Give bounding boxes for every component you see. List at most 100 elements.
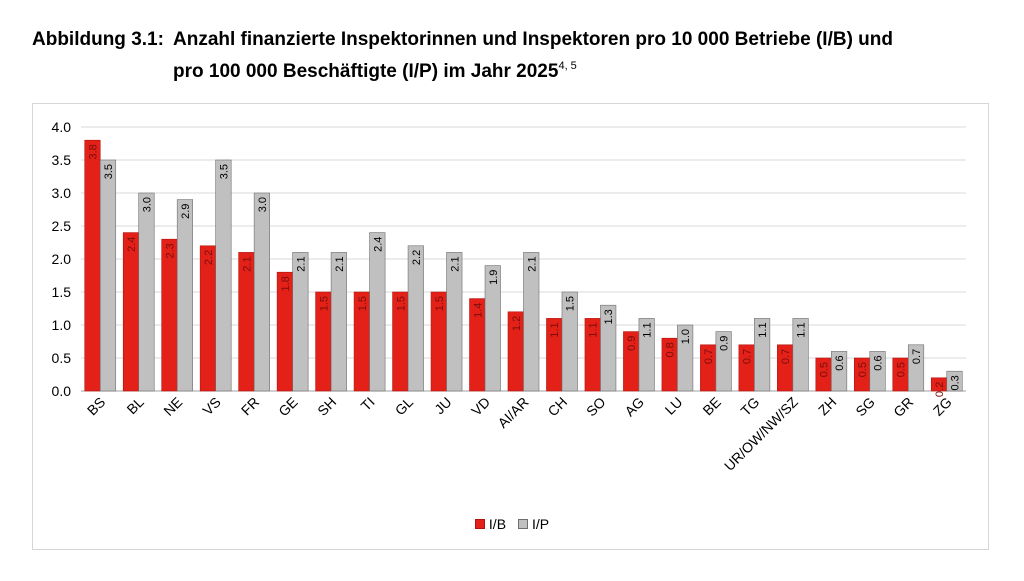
- x-tick-label: SO: [583, 394, 609, 420]
- x-tick-label: AI/AR: [494, 394, 531, 431]
- bar-ip: [523, 252, 540, 392]
- bar-ip: [215, 159, 232, 392]
- bar-ip: [907, 344, 925, 392]
- data-label-ib: 0.5: [857, 362, 869, 377]
- data-label-ip: 0.7: [911, 349, 923, 364]
- title-line-2-text: pro 100 000 Beschäftigte (I/P) im Jahr 2…: [173, 61, 559, 82]
- x-tick-label: BE: [699, 394, 724, 419]
- bar-ip: [176, 199, 193, 392]
- data-label-ip: 3.5: [103, 164, 115, 179]
- bar-ip: [484, 265, 501, 392]
- data-label-ip: 2.1: [295, 256, 307, 271]
- data-label-ib: 0.7: [703, 349, 715, 364]
- data-label-ip: 2.2: [411, 250, 423, 265]
- bar-ip: [946, 370, 963, 392]
- data-label-ib: 0.2: [934, 382, 946, 397]
- legend-label-ip: I/P: [531, 516, 550, 532]
- x-tick-label: FR: [238, 394, 263, 419]
- bar-ip: [831, 351, 848, 392]
- x-tick-label: SH: [314, 394, 339, 419]
- bar-ip: [561, 291, 578, 392]
- bar-ip: [369, 232, 386, 392]
- data-label-ip: 0.6: [873, 355, 885, 370]
- bar-ip: [869, 351, 886, 392]
- x-tick-label: VS: [199, 394, 224, 419]
- data-label-ib: 0.7: [742, 349, 754, 364]
- bar-ib: [199, 245, 216, 392]
- y-tick-label: 2.5: [52, 218, 72, 234]
- y-tick-label: 4.0: [52, 119, 72, 135]
- data-label-ib: 1.1: [588, 322, 600, 337]
- data-label-ib: 1.1: [549, 322, 561, 337]
- data-label-ip: 1.1: [757, 322, 769, 337]
- data-label-ib: 0.8: [665, 342, 677, 357]
- data-label-ib: 0.5: [819, 362, 831, 377]
- x-tick-label: GR: [890, 394, 916, 420]
- chart-frame: [32, 103, 989, 550]
- data-label-ib: 1.2: [511, 316, 523, 331]
- legend-item-ip: I/P: [517, 516, 550, 532]
- bar-ib: [238, 252, 255, 392]
- bar-ip: [253, 192, 270, 392]
- legend-item-ib: I/B: [474, 516, 507, 532]
- y-tick-label: 0.0: [52, 383, 72, 399]
- data-label-ib: 0.5: [896, 362, 908, 377]
- data-label-ip: 0.3: [950, 375, 962, 390]
- data-label-ip: 0.6: [834, 355, 846, 370]
- x-tick-label: BL: [123, 394, 147, 418]
- bar-ip: [330, 252, 347, 392]
- data-label-ip: 2.1: [526, 256, 538, 271]
- data-label-ip: 1.1: [642, 322, 654, 337]
- bar-ip: [754, 318, 771, 392]
- bar-ip: [715, 331, 732, 392]
- data-label-ib: 0.7: [780, 349, 792, 364]
- bar-ip: [446, 252, 463, 392]
- bar-ip: [99, 159, 117, 392]
- data-label-ip: 2.1: [449, 256, 461, 271]
- bar-ip: [600, 304, 617, 392]
- data-label-ib: 1.5: [434, 296, 446, 311]
- y-tick-label: 3.0: [52, 185, 72, 201]
- x-tick-label: TI: [358, 394, 378, 414]
- y-tick-label: 2.0: [52, 251, 72, 267]
- bar-ib: [161, 238, 178, 392]
- title-line-1: Anzahl finanzierte Inspektorinnen und In…: [173, 29, 893, 50]
- x-tick-label: SG: [852, 394, 878, 420]
- data-label-ip: 1.3: [603, 309, 615, 324]
- x-tick-label: VD: [468, 394, 493, 419]
- bar-ip: [292, 252, 309, 392]
- y-tick-label: 3.5: [52, 152, 72, 168]
- x-tick-label: AG: [621, 394, 647, 420]
- x-tick-label: LU: [662, 394, 686, 418]
- data-label-ip: 1.5: [565, 296, 577, 311]
- data-label-ib: 1.5: [318, 296, 330, 311]
- data-label-ib: 3.8: [87, 144, 99, 159]
- x-tick-label: GL: [392, 394, 417, 419]
- figure-label: Abbildung 3.1:: [32, 29, 164, 50]
- x-tick-label: TG: [737, 394, 762, 419]
- data-label-ip: 3.0: [257, 197, 269, 212]
- data-label-ip: 2.9: [180, 204, 192, 219]
- x-tick-label: GE: [275, 394, 301, 420]
- data-label-ib: 1.5: [395, 296, 407, 311]
- legend: I/B I/P: [0, 516, 1024, 532]
- legend-label-ib: I/B: [488, 516, 507, 532]
- data-label-ip: 3.0: [141, 197, 153, 212]
- title-line-2: pro 100 000 Beschäftigte (I/P) im Jahr 2…: [173, 53, 577, 85]
- legend-swatch-ib: [474, 519, 485, 529]
- data-label-ip: 3.5: [218, 164, 230, 179]
- legend-swatch-ip: [517, 519, 528, 529]
- bar-ib: [84, 139, 101, 392]
- data-label-ib: 2.2: [203, 250, 215, 265]
- y-tick-label: 0.5: [52, 350, 72, 366]
- data-label-ip: 1.1: [796, 322, 808, 337]
- bar-ip: [638, 318, 655, 392]
- data-label-ip: 0.9: [719, 336, 731, 351]
- bar-ip: [792, 318, 809, 392]
- data-label-ib: 0.9: [626, 336, 638, 351]
- data-label-ib: 1.5: [357, 296, 369, 311]
- data-label-ip: 2.4: [372, 237, 384, 252]
- data-label-ib: 2.4: [126, 237, 138, 252]
- data-label-ip: 1.9: [488, 270, 500, 285]
